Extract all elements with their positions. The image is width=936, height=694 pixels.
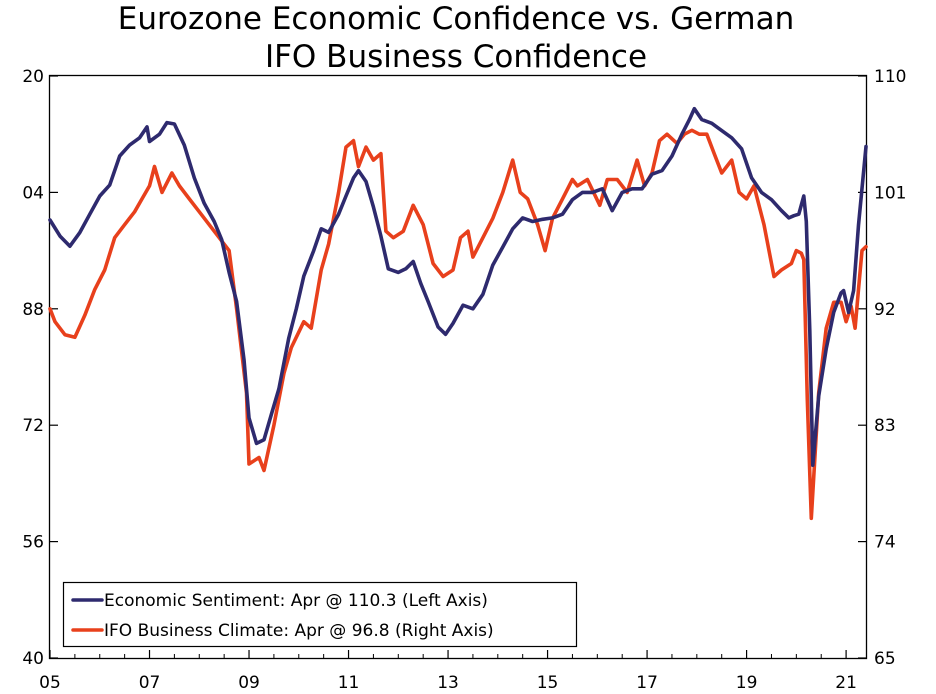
right-y-tick-label: 110	[874, 67, 906, 87]
x-axis: 05 07 09 11 13 15 17 19 21	[39, 650, 857, 693]
x-tick-label: 17	[636, 673, 658, 693]
chart-title-line-1: Eurozone Economic Confidence vs. German	[117, 1, 795, 37]
chart-title-line-2: IFO Business Confidence	[264, 39, 648, 75]
series-line-ifo-business-climate	[48, 128, 868, 521]
legend-label-ifo-business-climate: IFO Business Climate: Apr @ 96.8 (Right …	[104, 621, 494, 641]
right-y-axis: 65 74 83 92 101 110	[858, 67, 906, 669]
left-y-tick-label: 20	[22, 67, 44, 87]
left-y-tick-label: 56	[22, 533, 44, 553]
right-y-tick-label: 83	[874, 416, 896, 436]
legend-label-economic-sentiment: Economic Sentiment: Apr @ 110.3 (Left Ax…	[104, 591, 488, 611]
x-tick-label: 07	[139, 673, 161, 693]
series-line-economic-sentiment	[48, 106, 868, 467]
x-tick-label: 09	[238, 673, 260, 693]
x-tick-label: 15	[537, 673, 559, 693]
left-y-tick-label: 88	[22, 300, 44, 320]
right-y-tick-label: 101	[874, 183, 906, 203]
x-tick-label: 19	[736, 673, 758, 693]
chart-title: Eurozone Economic Confidence vs. German …	[0, 0, 912, 76]
left-y-tick-label: 72	[22, 416, 44, 436]
x-tick-label: 13	[437, 673, 459, 693]
left-y-tick-label: 40	[22, 649, 44, 669]
left-y-axis: 40 56 72 88 04 20	[22, 67, 58, 669]
right-y-tick-label: 65	[874, 649, 896, 669]
x-tick-label: 21	[835, 673, 857, 693]
legend: Economic Sentiment: Apr @ 110.3 (Left Ax…	[62, 581, 578, 648]
legend-box	[62, 581, 578, 648]
right-y-tick-label: 74	[874, 533, 896, 553]
left-y-tick-label: 04	[22, 183, 44, 203]
series-layer	[48, 106, 868, 521]
x-tick-label: 11	[338, 673, 360, 693]
plot-area-frame	[48, 74, 868, 660]
x-tick-label: 05	[39, 673, 61, 693]
right-y-tick-label: 92	[874, 300, 896, 320]
